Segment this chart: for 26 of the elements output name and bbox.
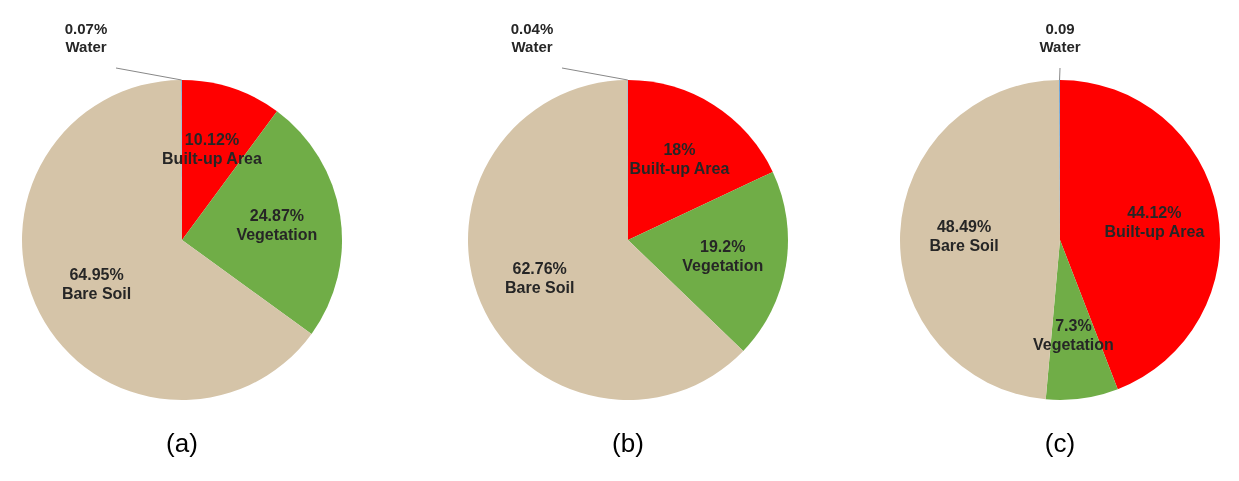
slice-label: Water — [1039, 38, 1081, 55]
data-label: 44.12% — [1127, 204, 1182, 222]
slice-label: Built-up Area — [1104, 223, 1205, 241]
slice-label: Bare Soil — [505, 278, 575, 296]
data-label: 0.09 — [1045, 20, 1075, 37]
slice-label: Bare Soil — [929, 236, 999, 254]
slice-label: Water — [65, 38, 107, 55]
text: (b) — [612, 428, 644, 458]
text: (c) — [1044, 428, 1076, 458]
slice-label: Built-up Area — [629, 159, 730, 177]
data-label: 24.87% — [249, 207, 304, 225]
slice-label: Water — [511, 38, 553, 55]
data-label: 19.2% — [700, 237, 746, 255]
data-label: 7.3% — [1055, 317, 1092, 335]
data-label: 48.49% — [936, 217, 992, 235]
data-label: 62.76% — [512, 259, 567, 277]
slice-label: Bare Soil — [61, 284, 132, 302]
data-label: 0.04% — [510, 20, 554, 37]
data-label: 10.12% — [184, 130, 240, 148]
data-label: 18% — [663, 140, 696, 158]
data-label: 0.07% — [64, 20, 108, 37]
slice-label: Vegetation — [682, 256, 764, 274]
slice-label: Vegetation — [236, 226, 318, 244]
pie-slice — [628, 80, 773, 240]
text: (a) — [166, 428, 198, 458]
data-label: 64.95% — [69, 265, 124, 283]
